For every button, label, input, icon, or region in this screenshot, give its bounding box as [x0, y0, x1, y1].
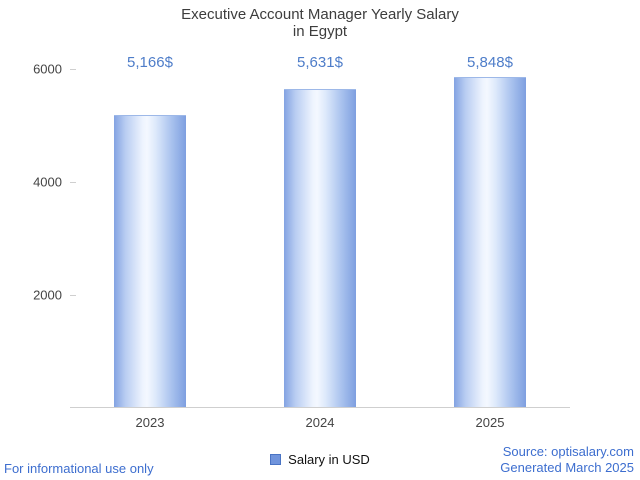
x-axis-label-2025: 2025: [475, 415, 505, 430]
bar-value-label-2025: 5,848$: [467, 54, 513, 71]
plot-area: 6000 4000 2000 5,166$ 2023 5,631$ 2024 5…: [33, 54, 570, 430]
bar-value-label-2024: 5,631$: [297, 54, 343, 71]
chart-title: Executive Account Manager Yearly Salary …: [0, 6, 640, 40]
bar-2025[interactable]: [454, 77, 526, 407]
legend: Salary in USD: [0, 452, 640, 467]
source-block: Source: optisalary.com Generated March 2…: [500, 444, 634, 476]
generated-date: Generated March 2025: [500, 460, 634, 475]
legend-label: Salary in USD: [288, 452, 370, 467]
y-axis-label-4000: 4000: [33, 174, 62, 190]
chart-title-line1: Executive Account Manager Yearly Salary: [181, 6, 459, 23]
y-axis-tick: [70, 295, 76, 296]
bar-2023[interactable]: [114, 115, 186, 407]
chart-title-line2: in Egypt: [292, 23, 348, 40]
x-axis-label-2023: 2023: [135, 415, 165, 430]
bar-value-label-2023: 5,166$: [127, 54, 173, 71]
legend-swatch-icon: [270, 454, 282, 465]
y-axis-tick: [70, 182, 76, 183]
y-axis-label-6000: 6000: [33, 61, 62, 77]
y-axis-label-2000: 2000: [33, 287, 62, 303]
x-axis-label-2024: 2024: [305, 415, 335, 430]
disclaimer-text: For informational use only: [4, 461, 154, 476]
bar-2024[interactable]: [284, 89, 356, 407]
y-axis-tick: [70, 69, 76, 70]
source-link[interactable]: Source: optisalary.com: [502, 444, 634, 459]
